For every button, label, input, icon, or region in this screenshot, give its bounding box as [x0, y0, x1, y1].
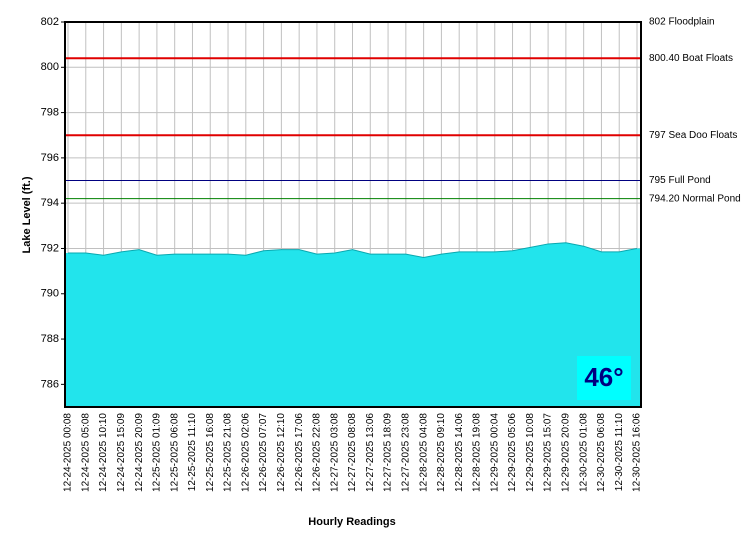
y-tick-label: 790: [41, 288, 59, 300]
x-tick-label: 12-28-2025 09:10: [436, 413, 447, 492]
y-tick-label: 792: [41, 242, 59, 254]
y-tick-label: 796: [41, 152, 59, 164]
x-tick-label: 12-29-2025 10:08: [525, 413, 536, 492]
x-tick-label: 12-27-2025 08:08: [347, 413, 358, 492]
x-tick-label: 12-24-2025 15:09: [116, 413, 127, 492]
x-axis-label: Hourly Readings: [308, 516, 395, 528]
x-tick-label: 12-24-2025 05:08: [80, 413, 91, 492]
reference-label: 800.40 Boat Floats: [649, 53, 733, 64]
x-tick-label: 12-30-2025 06:08: [596, 413, 607, 492]
x-tick-label: 12-29-2025 15:07: [543, 413, 554, 492]
x-tick-label: 12-26-2025 17:06: [294, 413, 305, 492]
badge: 46°: [584, 362, 623, 392]
y-tick-label: 798: [41, 106, 59, 118]
x-tick-label: 12-27-2025 18:09: [383, 413, 394, 492]
x-tick-label: 12-24-2025 00:08: [63, 413, 74, 492]
reference-label: 795 Full Pond: [649, 175, 711, 186]
y-tick-label: 794: [41, 197, 59, 209]
x-tick-label: 12-26-2025 12:10: [276, 413, 287, 492]
x-tick-label: 12-30-2025 01:08: [578, 413, 589, 492]
x-tick-label: 12-26-2025 22:08: [312, 413, 323, 492]
reference-label: 802 Floodplain: [649, 17, 715, 28]
x-tick-label: 12-27-2025 13:06: [365, 413, 376, 492]
plot-border: [64, 21, 642, 408]
reference-label: 794.20 Normal Pond: [649, 193, 741, 204]
x-tick-label: 12-25-2025 11:10: [187, 413, 198, 492]
x-tick-label: 12-24-2025 10:10: [98, 413, 109, 492]
badge-box: [577, 356, 631, 400]
x-tick-label: 12-25-2025 21:08: [223, 413, 234, 492]
x-tick-label: 12-26-2025 07:07: [258, 413, 269, 492]
y-tick-label: 788: [41, 333, 59, 345]
reference-label: 797 Sea Doo Floats: [649, 130, 737, 141]
y-axis-label: Lake Level (ft.): [21, 176, 33, 253]
x-tick-label: 12-27-2025 03:08: [329, 413, 340, 492]
y-tick-label: 786: [41, 378, 59, 390]
x-tick-label: 12-30-2025 11:10: [614, 413, 625, 492]
y-tick-label: 802: [41, 16, 59, 28]
x-tick-label: 12-28-2025 14:06: [454, 413, 465, 492]
x-tick-label: 12-26-2025 02:06: [240, 413, 251, 492]
x-tick-label: 12-30-2025 16:06: [632, 413, 643, 492]
x-tick-label: 12-27-2025 23:08: [400, 413, 411, 492]
x-tick-label: 12-28-2025 04:08: [418, 413, 429, 492]
x-tick-label: 12-25-2025 16:08: [205, 413, 216, 492]
x-tick-label: 12-25-2025 01:09: [152, 413, 163, 492]
x-tick-label: 12-29-2025 00:04: [489, 413, 500, 492]
y-tick-label: 800: [41, 61, 59, 73]
x-tick-label: 12-29-2025 05:06: [507, 413, 518, 492]
area-line: [68, 242, 638, 259]
x-tick-label: 12-25-2025 06:08: [169, 413, 180, 492]
x-tick-label: 12-24-2025 20:09: [134, 413, 145, 492]
x-tick-label: 12-28-2025 19:08: [472, 413, 483, 492]
x-tick-label: 12-29-2025 20:09: [561, 413, 572, 492]
area: [65, 242, 641, 407]
